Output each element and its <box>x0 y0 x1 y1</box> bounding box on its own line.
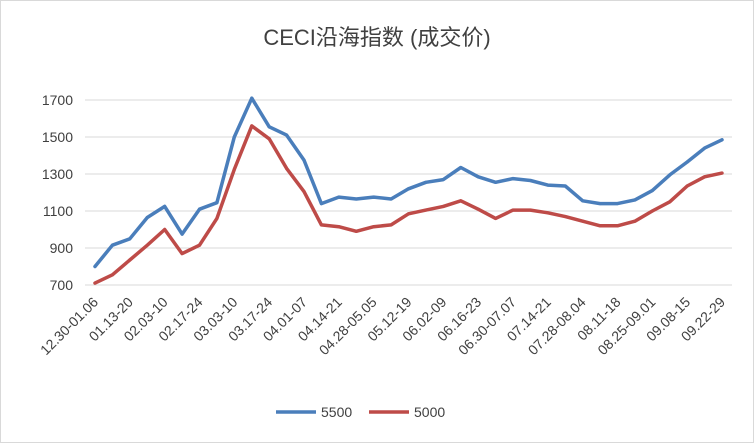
series-lines <box>93 96 724 285</box>
data-point <box>685 160 689 164</box>
data-point <box>703 175 707 179</box>
data-point <box>650 209 654 213</box>
data-point <box>354 229 358 233</box>
y-tick-label: 700 <box>50 277 74 293</box>
data-point <box>616 202 619 206</box>
data-point <box>441 178 445 182</box>
data-point <box>337 195 341 199</box>
data-point <box>407 187 410 191</box>
data-point <box>528 178 532 182</box>
data-point <box>145 215 149 219</box>
series-line-5000 <box>93 124 724 285</box>
legend-label: 5000 <box>414 404 445 420</box>
data-point <box>319 202 323 206</box>
data-point <box>476 207 480 211</box>
data-point <box>163 204 167 208</box>
y-tick-label: 900 <box>50 240 74 256</box>
data-point <box>598 224 602 228</box>
data-point <box>633 198 637 202</box>
data-point <box>581 199 585 203</box>
y-tick-label: 1100 <box>43 203 73 219</box>
data-point <box>110 243 114 247</box>
data-point <box>563 184 567 188</box>
y-tick-label: 1300 <box>42 166 73 182</box>
data-point <box>354 197 358 201</box>
data-point <box>703 146 707 150</box>
data-point <box>302 190 306 194</box>
data-point <box>232 167 236 171</box>
data-point <box>128 258 132 262</box>
data-point <box>633 219 637 223</box>
data-point <box>494 216 498 220</box>
data-point <box>650 189 654 193</box>
data-point <box>110 273 114 277</box>
data-point <box>389 223 393 227</box>
data-point <box>232 135 236 139</box>
data-point <box>145 243 149 247</box>
data-point <box>250 124 254 128</box>
data-point <box>93 281 97 285</box>
data-point <box>424 180 428 184</box>
data-point <box>128 237 132 241</box>
data-point <box>668 200 672 204</box>
data-point <box>215 201 219 205</box>
data-point <box>476 175 480 179</box>
data-point <box>424 208 428 212</box>
data-point <box>720 138 724 142</box>
data-point <box>267 137 271 141</box>
data-point <box>372 195 376 199</box>
data-point <box>180 252 184 256</box>
data-point <box>337 225 341 229</box>
data-point <box>581 219 585 223</box>
data-point <box>267 125 271 129</box>
data-point <box>459 166 463 170</box>
y-tick-label: 1500 <box>42 129 73 145</box>
data-point <box>668 173 672 177</box>
data-point <box>546 211 550 215</box>
legend-label: 5500 <box>321 404 352 420</box>
data-point <box>302 158 306 162</box>
data-point <box>198 207 201 211</box>
chart-title: CECI沿海指数 (成交价) <box>263 25 490 50</box>
data-point <box>720 171 724 175</box>
data-point <box>372 225 376 229</box>
data-point <box>215 216 219 220</box>
data-point <box>511 177 515 181</box>
y-axis-ticks: 700 900 1100 1300 1500 1700 <box>42 92 73 293</box>
data-point <box>616 224 619 228</box>
data-point <box>511 208 515 212</box>
data-point <box>250 96 254 100</box>
data-point <box>441 204 445 208</box>
data-point <box>285 166 289 170</box>
data-point <box>528 208 532 212</box>
data-point <box>563 215 567 219</box>
data-point <box>93 265 97 268</box>
data-point <box>198 243 201 247</box>
gridlines <box>85 99 732 286</box>
data-point <box>285 133 289 137</box>
legend: 5500 5000 <box>276 404 445 420</box>
series-line-5500 <box>93 96 724 269</box>
data-point <box>494 180 498 184</box>
data-point <box>319 223 323 227</box>
data-point <box>407 212 410 216</box>
x-axis-ticks: 12.30-01.0601.13-2002.03-1002.17-2403.03… <box>37 294 728 358</box>
data-point <box>389 197 393 201</box>
data-point <box>685 184 689 188</box>
data-point <box>163 228 167 231</box>
data-point <box>459 199 463 203</box>
data-point <box>546 183 550 187</box>
data-point <box>598 202 602 206</box>
data-point <box>180 232 184 236</box>
y-tick-label: 1700 <box>42 92 73 108</box>
